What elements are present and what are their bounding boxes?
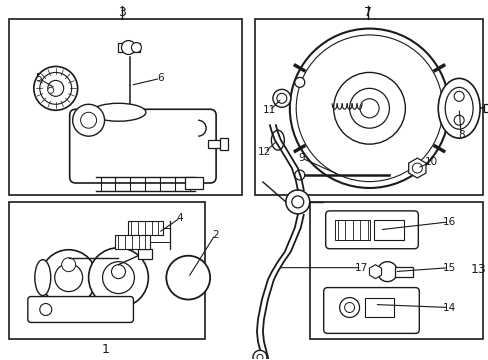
FancyBboxPatch shape: [323, 288, 419, 333]
Bar: [374, 220, 404, 240]
Bar: [125, 128, 135, 132]
Circle shape: [349, 88, 388, 128]
Bar: [364, 298, 394, 318]
Circle shape: [339, 298, 359, 318]
Circle shape: [359, 99, 378, 118]
Bar: [395, 267, 412, 276]
Circle shape: [61, 258, 76, 272]
Bar: [9, 202, 205, 339]
Ellipse shape: [437, 78, 479, 138]
Circle shape: [88, 248, 148, 307]
Circle shape: [55, 264, 82, 292]
Ellipse shape: [444, 87, 472, 129]
Bar: [118, 42, 140, 53]
Circle shape: [291, 196, 303, 208]
Circle shape: [333, 72, 405, 144]
Text: 12: 12: [258, 147, 271, 157]
Bar: [9, 19, 242, 195]
Text: 4: 4: [177, 213, 183, 223]
Circle shape: [285, 190, 309, 214]
Circle shape: [121, 41, 135, 54]
Circle shape: [40, 303, 52, 315]
Circle shape: [34, 67, 78, 110]
Bar: [309, 202, 482, 339]
FancyBboxPatch shape: [28, 297, 133, 323]
Bar: [208, 140, 222, 148]
Bar: [115, 235, 150, 249]
Bar: [128, 221, 163, 235]
Circle shape: [48, 87, 54, 93]
Bar: [185, 177, 203, 189]
Text: 8: 8: [457, 130, 464, 140]
Circle shape: [166, 256, 210, 300]
Circle shape: [48, 80, 63, 96]
Circle shape: [411, 163, 422, 173]
Bar: [220, 138, 227, 150]
Text: 11: 11: [263, 105, 276, 115]
Bar: [68, 258, 118, 298]
Text: 15: 15: [442, 263, 455, 273]
Text: 5: 5: [36, 73, 42, 84]
Circle shape: [296, 35, 442, 181]
FancyBboxPatch shape: [69, 109, 216, 183]
Text: 9: 9: [298, 153, 305, 163]
Bar: [483, 104, 488, 112]
Circle shape: [294, 170, 304, 180]
Text: 10: 10: [424, 157, 437, 167]
Circle shape: [453, 115, 463, 125]
Ellipse shape: [91, 103, 145, 121]
Ellipse shape: [35, 260, 51, 296]
Ellipse shape: [271, 130, 284, 150]
Circle shape: [256, 354, 263, 360]
Circle shape: [102, 262, 134, 293]
Circle shape: [344, 302, 354, 312]
Circle shape: [81, 112, 96, 128]
Text: 1: 1: [102, 343, 109, 356]
Circle shape: [41, 250, 96, 306]
Text: 16: 16: [442, 217, 455, 227]
Circle shape: [294, 77, 304, 87]
Circle shape: [276, 93, 286, 103]
Bar: [138, 249, 152, 259]
Circle shape: [289, 28, 448, 188]
Text: 3: 3: [118, 6, 126, 19]
Text: 7: 7: [363, 6, 371, 19]
Text: 14: 14: [442, 302, 455, 312]
Text: 6: 6: [157, 73, 163, 84]
Bar: [334, 220, 369, 240]
Text: 13: 13: [469, 263, 485, 276]
Circle shape: [40, 72, 72, 104]
Circle shape: [73, 104, 104, 136]
Circle shape: [252, 350, 266, 360]
Text: 17: 17: [354, 263, 367, 273]
Circle shape: [131, 42, 141, 53]
FancyBboxPatch shape: [325, 211, 417, 249]
Circle shape: [377, 262, 397, 282]
Bar: [254, 19, 482, 195]
Circle shape: [272, 89, 290, 107]
Circle shape: [453, 91, 463, 101]
Text: 2: 2: [211, 230, 218, 240]
Circle shape: [111, 265, 125, 279]
